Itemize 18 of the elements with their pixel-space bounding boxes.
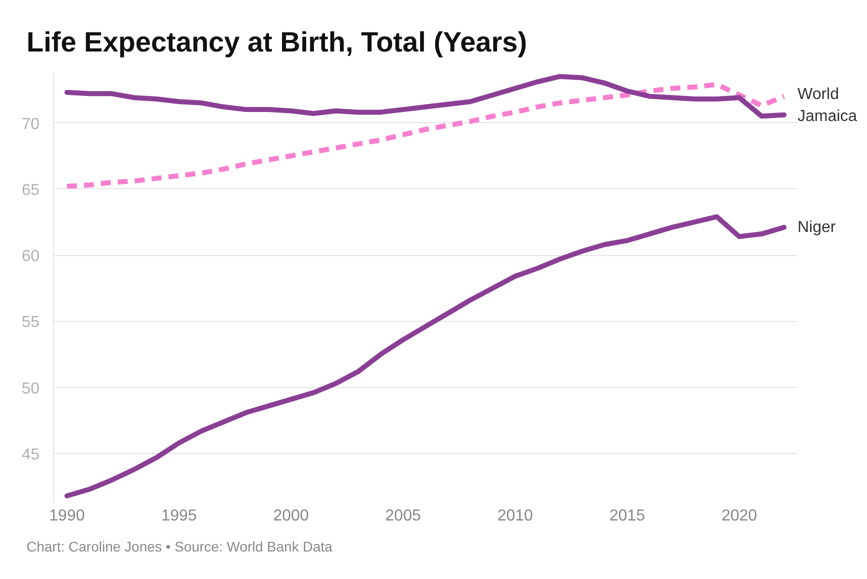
y-tick-label: 65 [22,182,40,199]
y-tick-label: 70 [22,116,40,133]
chart-title: Life Expectancy at Birth, Total (Years) [26,26,528,58]
y-tick-label: 60 [22,248,40,266]
x-tick-label: 2010 [497,508,534,524]
x-tick-label: 2005 [385,508,421,524]
y-tick-label: 55 [22,314,40,332]
text: Chart: Caroline Jones • Source: World Bank Data [26,538,332,554]
series-label: World [798,86,839,104]
x-tick-label: 1990 [49,508,85,524]
x-tick-label: 2000 [273,508,309,524]
series-label: Jamaica [798,108,858,126]
x-tick-label: 1995 [161,508,197,524]
x-tick-label: 2020 [721,508,758,524]
y-tick-label: 45 [22,446,40,464]
x-tick-label: 2015 [609,508,646,524]
series-label: Niger [798,218,836,236]
y-tick-label: 50 [22,380,40,398]
